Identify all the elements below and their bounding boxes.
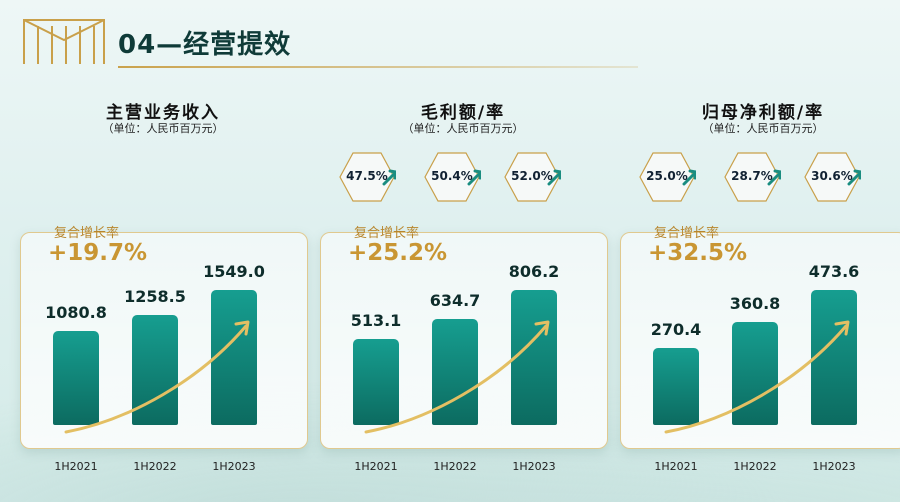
x-tick-label: 1H2021 — [654, 460, 698, 473]
header: 04—经营提效 — [14, 14, 894, 68]
growth-arrow-icon — [364, 320, 550, 434]
unit-label: （单位：人民币百万元） — [702, 122, 824, 135]
cagr-label: 复合增长率 — [54, 226, 120, 241]
rate-hexagon-icon — [504, 152, 561, 202]
growth-arrow-icon — [664, 320, 850, 434]
logo-icon — [23, 19, 105, 64]
value-label: 270.4 — [650, 320, 702, 339]
x-tick-label: 1H2022 — [133, 460, 177, 473]
unit-label: （单位：人民币百万元） — [102, 122, 224, 135]
cagr-value: +25.2% — [348, 240, 448, 266]
x-tick-label: 1H2021 — [54, 460, 98, 473]
x-tick-label: 1H2022 — [433, 460, 477, 473]
bar — [353, 339, 399, 425]
value-label: 1549.0 — [203, 262, 265, 281]
value-label: 634.7 — [429, 291, 481, 310]
bar — [653, 348, 699, 425]
value-label: 513.1 — [350, 311, 402, 330]
panel-title: 主营业务收入 — [106, 103, 220, 123]
rate-value: 28.7% — [731, 169, 773, 183]
x-tick-label: 1H2022 — [733, 460, 777, 473]
unit-label: （单位：人民币百万元） — [402, 122, 524, 135]
value-label: 1080.8 — [45, 303, 107, 322]
bar — [211, 290, 257, 425]
cagr-value: +32.5% — [648, 240, 748, 266]
x-tick-label: 1H2023 — [212, 460, 256, 473]
bar — [511, 290, 557, 425]
value-label: 1258.5 — [124, 287, 186, 306]
bar — [53, 331, 99, 425]
cagr-label: 复合增长率 — [654, 226, 720, 241]
rate-hexagon-icon — [724, 152, 781, 202]
cagr-value: +19.7% — [48, 240, 148, 266]
page-title: 04—经营提效 — [118, 30, 292, 60]
title-underline — [118, 66, 638, 68]
panel-title: 毛利额/率 — [420, 103, 506, 123]
rate-hexagon-icon — [804, 152, 861, 202]
cagr-label: 复合增长率 — [354, 226, 420, 241]
rate-value: 52.0% — [511, 169, 553, 183]
rate-value: 25.0% — [646, 169, 688, 183]
growth-arrow-icon — [64, 320, 250, 434]
value-label: 473.6 — [808, 262, 860, 281]
x-tick-label: 1H2021 — [354, 460, 398, 473]
rate-hexagon-icon — [424, 152, 481, 202]
rate-value: 47.5% — [346, 169, 388, 183]
rate-value: 50.4% — [431, 169, 473, 183]
rate-value: 30.6% — [811, 169, 853, 183]
rate-hexagon-icon — [639, 152, 696, 202]
value-label: 360.8 — [729, 294, 781, 313]
panel-title: 归母净利额/率 — [701, 103, 825, 123]
bar — [811, 290, 857, 425]
x-tick-label: 1H2023 — [812, 460, 856, 473]
rate-hexagon-icon — [339, 152, 396, 202]
x-tick-label: 1H2023 — [512, 460, 556, 473]
value-label: 806.2 — [508, 262, 560, 281]
